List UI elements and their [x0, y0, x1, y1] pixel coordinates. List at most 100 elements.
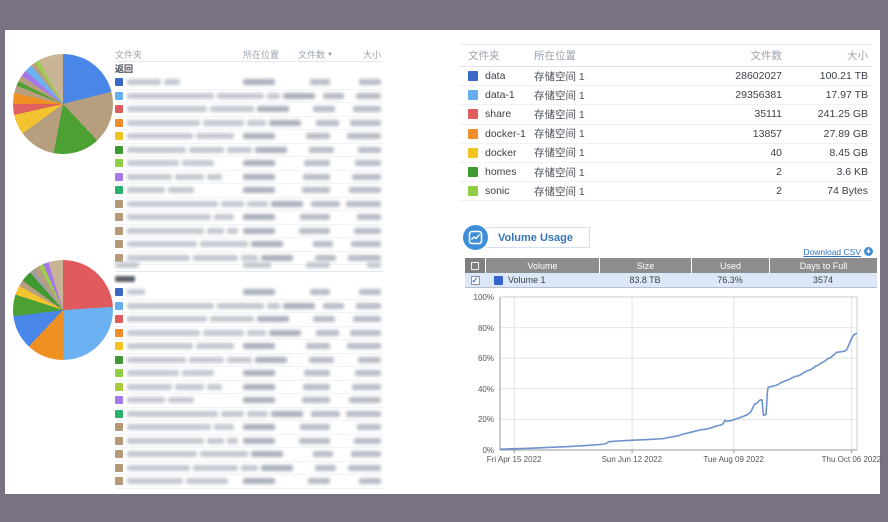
select-all-checkbox[interactable]	[465, 258, 485, 273]
redacted-text	[306, 133, 330, 140]
file-count: 2	[776, 185, 782, 198]
folder-size-redacted	[343, 410, 383, 417]
table-row[interactable]	[115, 300, 383, 313]
table-row[interactable]	[115, 238, 383, 252]
table-row[interactable]	[115, 313, 383, 327]
folder-size-redacted	[333, 227, 383, 234]
column-header-location[interactable]: 所在位置	[243, 50, 280, 60]
table-row[interactable]: sonic 存储空间 1 2 74 Bytes	[460, 182, 872, 202]
redacted-text	[127, 160, 179, 167]
table-row[interactable]	[115, 90, 383, 103]
table-row[interactable]: data-1 存储空间 1 29356381 17.97 TB	[460, 86, 872, 106]
redacted-text	[203, 329, 244, 336]
table-row[interactable]	[115, 327, 383, 340]
row-checkbox[interactable]: ✓	[465, 273, 485, 287]
folder-name-redacted	[115, 199, 271, 208]
table-row[interactable]: docker 存储空间 1 40 8.45 GB	[460, 144, 872, 163]
column-header-folder[interactable]: 文件夹	[468, 50, 500, 62]
redacted-text	[261, 254, 293, 261]
column-header-redacted[interactable]	[291, 261, 333, 268]
redacted-text	[217, 302, 264, 309]
column-header-folder[interactable]: 文件夹	[115, 50, 143, 60]
folder-name: docker-1	[485, 127, 526, 140]
table-row[interactable]	[115, 76, 383, 90]
column-header-days-to-full[interactable]: Days to Full	[769, 258, 877, 273]
table-row[interactable]	[115, 421, 383, 435]
table-row[interactable]	[115, 117, 383, 130]
redacted-text	[351, 451, 381, 458]
download-csv-link[interactable]: Download CSV	[803, 247, 861, 257]
column-header-size[interactable]: Size	[599, 258, 691, 273]
redacted-text	[352, 316, 381, 323]
table-row[interactable]	[115, 475, 383, 489]
table-row[interactable]	[115, 211, 383, 225]
column-header-redacted[interactable]	[115, 261, 243, 268]
table-row[interactable]	[115, 225, 383, 238]
pie-chart-bottom	[13, 260, 113, 360]
back-row-redacted[interactable]	[115, 272, 383, 286]
back-row[interactable]: 返回	[115, 64, 134, 74]
table-row[interactable]: data 存储空间 1 28602027 100.21 TB	[460, 67, 872, 87]
file-count: 29356381	[735, 89, 782, 102]
redacted-text	[304, 160, 330, 167]
legend-color-swatch	[115, 355, 123, 364]
column-header-size[interactable]: 大小	[847, 50, 868, 62]
legend-color-swatch	[468, 109, 478, 120]
pie-chart-top	[13, 54, 113, 154]
table-row[interactable]: docker-1 存储空间 1 13857 27.89 GB	[460, 125, 872, 144]
table-row[interactable]	[115, 198, 383, 211]
table-row[interactable]	[115, 448, 383, 462]
table-row[interactable]: homes 存储空间 1 2 3.6 KB	[460, 163, 872, 183]
redacted-text	[200, 241, 248, 248]
column-header-used[interactable]: Used	[691, 258, 769, 273]
folder-name-cell: data-1	[460, 89, 534, 101]
redacted-text	[196, 343, 234, 350]
download-csv: Download CSV	[460, 247, 873, 258]
folder-location: 存储空间 1	[534, 147, 585, 160]
table-row[interactable]	[115, 367, 383, 381]
redacted-text	[351, 241, 381, 248]
legend-color-swatch	[468, 186, 478, 197]
table-row[interactable]	[115, 381, 383, 394]
table-row[interactable]	[115, 462, 383, 475]
table-row[interactable]: share 存储空间 1 35111 241.25 GB	[460, 105, 872, 125]
column-header-count[interactable]: 文件数 ▼	[298, 50, 333, 60]
folder-location-redacted	[243, 79, 291, 86]
table-row[interactable]	[115, 130, 383, 144]
folder-name-redacted	[115, 342, 243, 351]
redacted-text	[310, 79, 330, 86]
download-icon[interactable]	[864, 247, 873, 258]
table-row[interactable]	[115, 184, 383, 198]
column-header-redacted[interactable]	[243, 261, 291, 268]
y-axis-tick-label: 100%	[473, 293, 494, 302]
section-title: Volume Usage	[476, 227, 590, 248]
redacted-text	[357, 214, 381, 221]
redacted-text	[227, 356, 252, 363]
table-row[interactable]	[115, 157, 383, 171]
file-count-redacted	[291, 187, 333, 194]
folder-name-cell: share	[460, 108, 534, 120]
folder-name-redacted	[115, 355, 255, 364]
table-row[interactable]: ✓ Volume 1 83.8 TB 76.3% 3574	[465, 273, 877, 288]
table-row[interactable]	[115, 340, 383, 354]
redacted-text	[309, 356, 335, 363]
table-row[interactable]	[115, 286, 383, 300]
table-row[interactable]	[115, 171, 383, 184]
table-row[interactable]	[115, 144, 383, 157]
redacted-text	[300, 214, 330, 221]
folder-size-redacted	[333, 397, 383, 404]
column-header-redacted[interactable]	[333, 261, 383, 268]
file-count-redacted	[300, 106, 338, 113]
table-row[interactable]	[115, 408, 383, 421]
table-row[interactable]	[115, 103, 383, 117]
table-row[interactable]	[115, 435, 383, 448]
column-header-location[interactable]: 所在位置	[534, 50, 576, 62]
column-header-size[interactable]: 大小	[362, 50, 381, 60]
table-row[interactable]	[115, 354, 383, 367]
column-header-count[interactable]: 文件数	[750, 50, 783, 62]
table-row[interactable]	[115, 394, 383, 408]
redacted-text	[299, 437, 330, 444]
redacted-text	[300, 424, 330, 431]
column-header-volume[interactable]: Volume	[485, 258, 599, 273]
folder-name-redacted	[115, 145, 255, 154]
